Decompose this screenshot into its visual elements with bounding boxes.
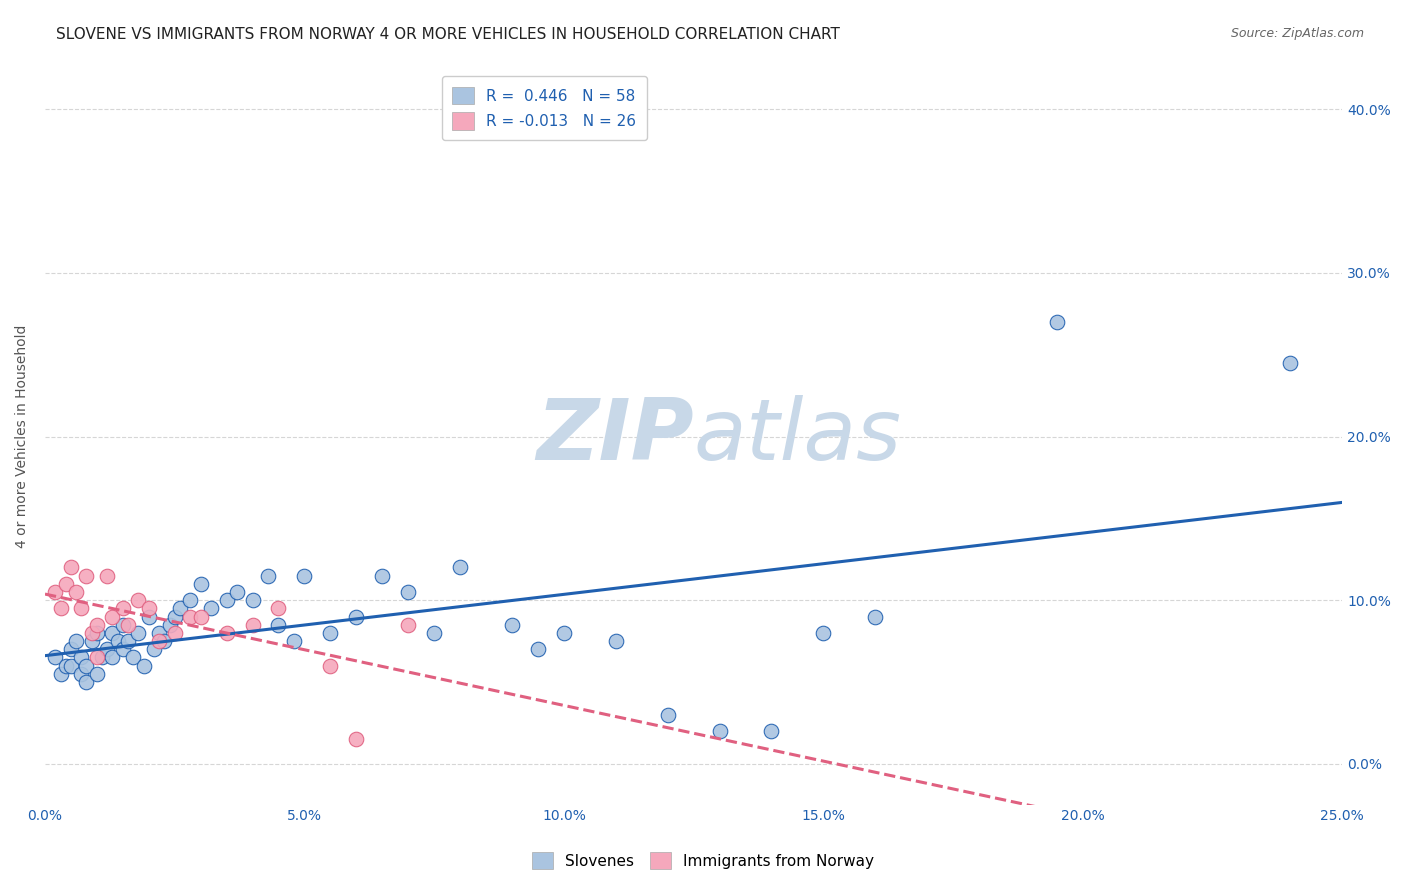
Point: [242, 593, 264, 607]
Point: [111, 642, 134, 657]
Point: [153, 634, 176, 648]
Point: [226, 585, 249, 599]
Point: [70, 650, 93, 665]
Point: [86, 625, 108, 640]
Point: [101, 625, 124, 640]
Point: [163, 625, 186, 640]
Point: [501, 617, 523, 632]
Point: [44, 650, 66, 665]
Point: [107, 634, 129, 648]
Point: [605, 634, 627, 648]
Point: [59, 560, 82, 574]
Point: [59, 658, 82, 673]
Point: [76, 675, 98, 690]
Point: [86, 666, 108, 681]
Point: [127, 593, 149, 607]
Point: [96, 568, 118, 582]
Point: [761, 724, 783, 739]
Point: [709, 724, 731, 739]
Point: [55, 576, 77, 591]
Point: [122, 650, 145, 665]
Point: [117, 617, 139, 632]
Point: [267, 617, 290, 632]
Point: [344, 732, 367, 747]
Point: [257, 568, 280, 582]
Point: [657, 707, 679, 722]
Point: [200, 601, 222, 615]
Point: [319, 625, 342, 640]
Point: [101, 609, 124, 624]
Point: [283, 634, 305, 648]
Point: [127, 625, 149, 640]
Point: [169, 601, 191, 615]
Point: [86, 650, 108, 665]
Point: [294, 568, 316, 582]
Point: [553, 625, 575, 640]
Point: [111, 617, 134, 632]
Point: [65, 634, 87, 648]
Point: [1279, 356, 1302, 370]
Point: [49, 666, 72, 681]
Point: [242, 617, 264, 632]
Point: [148, 625, 170, 640]
Point: [371, 568, 394, 582]
Point: [96, 642, 118, 657]
Point: [76, 658, 98, 673]
Point: [59, 642, 82, 657]
Point: [101, 650, 124, 665]
Point: [813, 625, 835, 640]
Point: [132, 658, 155, 673]
Point: [179, 593, 201, 607]
Point: [190, 609, 212, 624]
Point: [49, 601, 72, 615]
Point: [80, 625, 103, 640]
Point: [865, 609, 887, 624]
Point: [190, 576, 212, 591]
Point: [80, 634, 103, 648]
Y-axis label: 4 or more Vehicles in Household: 4 or more Vehicles in Household: [15, 325, 30, 549]
Legend: R =  0.446   N = 58, R = -0.013   N = 26: R = 0.446 N = 58, R = -0.013 N = 26: [441, 76, 647, 140]
Point: [423, 625, 446, 640]
Point: [55, 658, 77, 673]
Point: [117, 634, 139, 648]
Point: [142, 642, 165, 657]
Point: [44, 585, 66, 599]
Point: [267, 601, 290, 615]
Point: [65, 585, 87, 599]
Point: [527, 642, 550, 657]
Point: [159, 617, 181, 632]
Text: Source: ZipAtlas.com: Source: ZipAtlas.com: [1230, 27, 1364, 40]
Point: [449, 560, 471, 574]
Point: [344, 609, 367, 624]
Text: SLOVENE VS IMMIGRANTS FROM NORWAY 4 OR MORE VEHICLES IN HOUSEHOLD CORRELATION CH: SLOVENE VS IMMIGRANTS FROM NORWAY 4 OR M…: [56, 27, 841, 42]
Point: [138, 601, 160, 615]
Point: [138, 609, 160, 624]
Legend: Slovenes, Immigrants from Norway: Slovenes, Immigrants from Norway: [526, 846, 880, 875]
Text: atlas: atlas: [693, 395, 901, 478]
Point: [70, 666, 93, 681]
Point: [148, 634, 170, 648]
Point: [1046, 315, 1069, 329]
Text: ZIP: ZIP: [536, 395, 693, 478]
Point: [91, 650, 114, 665]
Point: [179, 609, 201, 624]
Point: [86, 617, 108, 632]
Point: [396, 617, 419, 632]
Point: [70, 601, 93, 615]
Point: [111, 601, 134, 615]
Point: [215, 593, 238, 607]
Point: [396, 585, 419, 599]
Point: [76, 568, 98, 582]
Point: [319, 658, 342, 673]
Point: [215, 625, 238, 640]
Point: [163, 609, 186, 624]
